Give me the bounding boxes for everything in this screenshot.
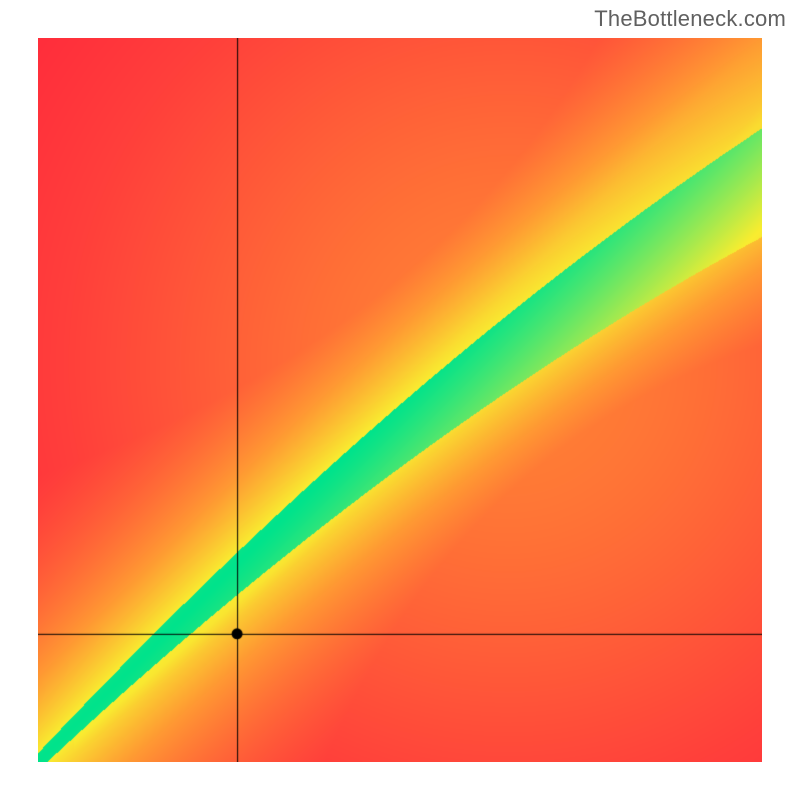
chart-container: TheBottleneck.com <box>0 0 800 800</box>
watermark-text: TheBottleneck.com <box>594 6 786 32</box>
heatmap-plot <box>38 38 762 762</box>
heatmap-canvas <box>38 38 762 762</box>
